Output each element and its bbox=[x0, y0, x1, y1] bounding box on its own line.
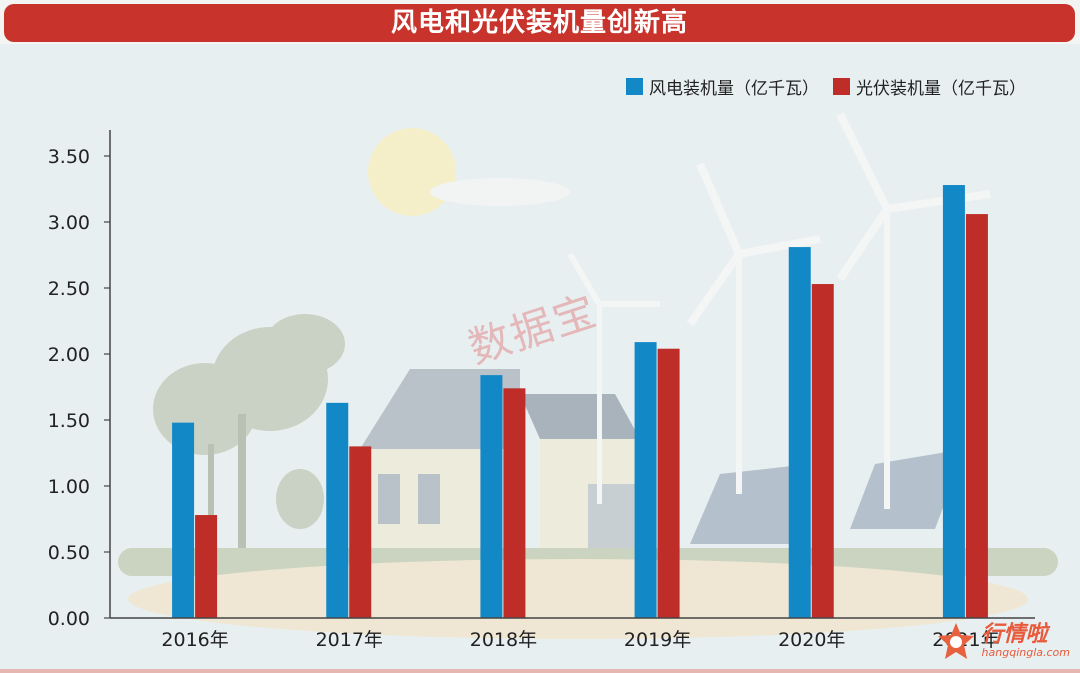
y-tick-label: 3.00 bbox=[48, 212, 90, 234]
bar-wind bbox=[326, 402, 349, 618]
brand-name: 行情啦 bbox=[981, 622, 1048, 647]
legend-swatch-solar bbox=[833, 78, 850, 95]
y-tick-label: 1.00 bbox=[48, 476, 90, 498]
y-tick-label: 2.00 bbox=[48, 344, 90, 366]
brand-url: hangqingla.com bbox=[981, 646, 1070, 659]
y-tick-label: 3.50 bbox=[48, 146, 90, 168]
brand-logo-icon bbox=[937, 623, 974, 659]
y-tick-label: 1.50 bbox=[48, 410, 90, 432]
x-tick-label: 2019年 bbox=[624, 629, 691, 651]
bar-solar bbox=[349, 446, 372, 618]
legend-item-solar: 光伏装机量（亿千瓦） bbox=[833, 74, 1026, 99]
bar-solar bbox=[195, 515, 218, 618]
bar-wind bbox=[634, 342, 657, 618]
y-tick-label: 2.50 bbox=[48, 278, 90, 300]
background-illustration bbox=[0, 44, 1080, 669]
y-tick-label: 0.50 bbox=[48, 542, 90, 564]
bar-wind bbox=[480, 375, 503, 618]
bar-wind bbox=[788, 247, 811, 618]
x-tick-label: 2020年 bbox=[778, 629, 845, 651]
y-tick-label: 0.00 bbox=[48, 608, 90, 630]
bar-wind bbox=[942, 185, 965, 619]
brand-mark: 行情啦 hangqingla.com bbox=[936, 621, 1070, 661]
wind-turbine-icon bbox=[567, 112, 991, 509]
bottom-border bbox=[0, 669, 1080, 673]
house-icon bbox=[360, 369, 640, 549]
bar-solar bbox=[657, 348, 680, 618]
legend-item-wind: 风电装机量（亿千瓦） bbox=[626, 74, 819, 99]
chart-legend: 风电装机量（亿千瓦） 光伏装机量（亿千瓦） bbox=[626, 74, 1026, 99]
legend-label-solar: 光伏装机量（亿千瓦） bbox=[856, 79, 1026, 99]
bar-solar bbox=[965, 214, 988, 618]
legend-swatch-wind bbox=[626, 78, 643, 95]
x-tick-label: 2018年 bbox=[470, 629, 537, 651]
bar-solar bbox=[503, 388, 526, 618]
bar-solar bbox=[811, 284, 834, 618]
x-tick-label: 2017年 bbox=[316, 629, 383, 651]
x-tick-label: 2016年 bbox=[161, 629, 228, 651]
bar-wind bbox=[172, 422, 195, 618]
chart-title: 风电和光伏装机量创新高 bbox=[4, 4, 1075, 42]
solar-panel-icon bbox=[690, 449, 965, 544]
legend-label-wind: 风电装机量（亿千瓦） bbox=[649, 79, 819, 99]
